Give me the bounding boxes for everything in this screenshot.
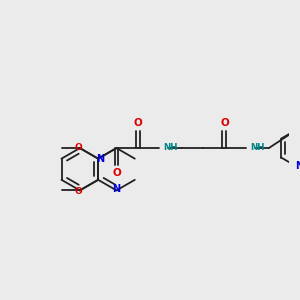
Text: NH: NH [250,142,265,152]
Text: N: N [96,154,104,164]
Text: O: O [74,142,82,152]
Text: O: O [74,187,82,196]
Text: O: O [220,118,229,128]
Text: N: N [295,161,300,171]
Text: N: N [112,184,121,194]
Text: O: O [112,168,121,178]
Text: O: O [133,118,142,128]
Text: NH: NH [164,142,178,152]
